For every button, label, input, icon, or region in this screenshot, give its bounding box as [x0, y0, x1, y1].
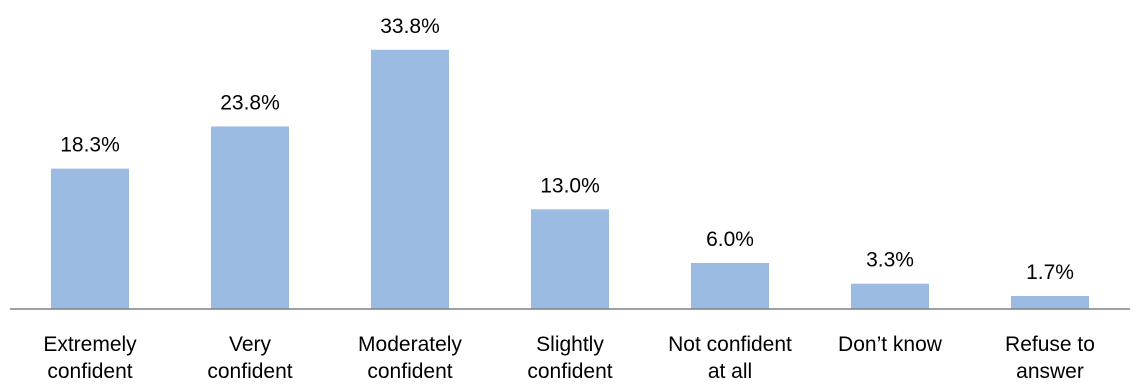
category-label-line: Extremely	[43, 333, 137, 356]
data-label-1: 23.8%	[220, 91, 280, 114]
category-label-line: Not confident	[668, 333, 792, 356]
bars-group	[51, 49, 1089, 310]
bar-5	[851, 283, 929, 309]
data-label-4: 6.0%	[706, 228, 754, 251]
bar-3	[531, 209, 609, 309]
category-label-line: Don’t know	[838, 333, 943, 356]
category-label-2: Moderately confident	[358, 333, 462, 383]
category-label-4: Not confident at all	[668, 333, 792, 383]
bar-6	[1011, 295, 1089, 309]
category-label-line: Refuse to	[1005, 333, 1095, 356]
category-label-line: answer	[1016, 360, 1084, 383]
bar-1	[211, 126, 289, 309]
category-label-line: Moderately	[358, 333, 462, 356]
category-label-5: Don’t know	[838, 333, 943, 356]
data-label-5: 3.3%	[866, 249, 914, 272]
data-label-3: 13.0%	[540, 174, 600, 197]
category-label-line: confident	[47, 360, 132, 383]
category-label-line: confident	[207, 360, 292, 383]
category-label-line: confident	[527, 360, 612, 383]
category-label-6: Refuse to answer	[1005, 333, 1095, 383]
category-label-line: Slightly	[536, 333, 604, 356]
bar-0	[51, 168, 129, 309]
bar-4	[691, 262, 769, 309]
category-label-line: confident	[367, 360, 452, 383]
data-label-2: 33.8%	[380, 15, 440, 38]
bar-2	[371, 49, 449, 310]
data-labels-group: 18.3% 23.8% 33.8% 13.0% 6.0% 3.3% 1.7%	[60, 15, 1074, 284]
category-label-1: Very confident	[207, 333, 292, 383]
category-label-line: at all	[708, 360, 752, 383]
category-label-line: Very	[229, 333, 272, 356]
category-label-0: Extremely confident	[43, 333, 137, 383]
data-label-0: 18.3%	[60, 134, 120, 157]
data-label-6: 1.7%	[1026, 261, 1074, 284]
category-label-3: Slightly confident	[527, 333, 612, 383]
